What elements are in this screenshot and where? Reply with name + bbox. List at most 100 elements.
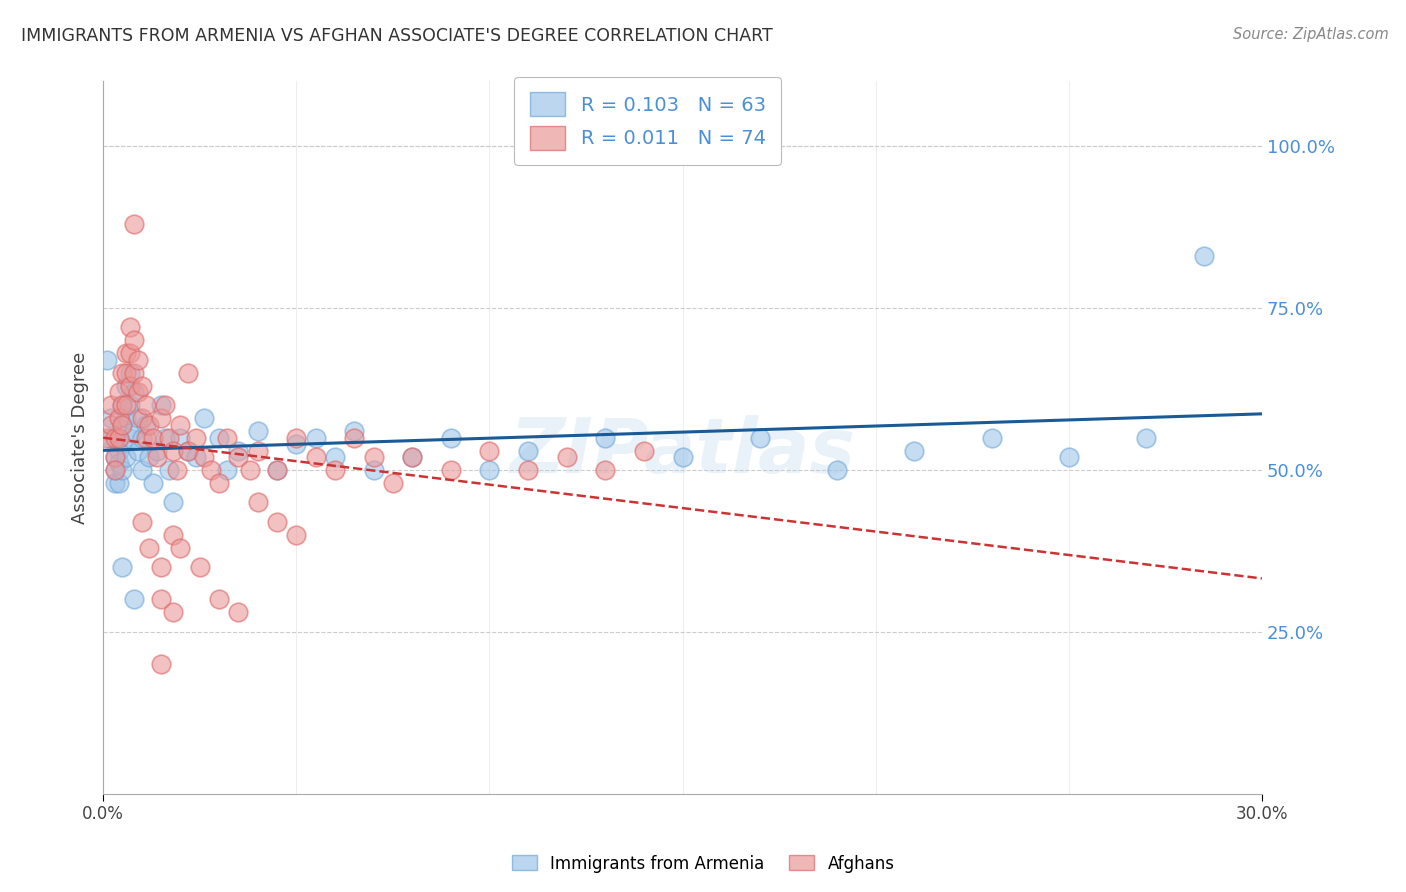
Point	[633, 443, 655, 458]
Point	[122, 217, 145, 231]
Point	[127, 352, 149, 367]
Text: Source: ZipAtlas.com: Source: ZipAtlas.com	[1233, 27, 1389, 42]
Point	[440, 463, 463, 477]
Point	[304, 450, 326, 464]
Point	[1135, 431, 1157, 445]
Point	[150, 411, 173, 425]
Point	[381, 475, 404, 490]
Point	[517, 443, 540, 458]
Point	[104, 463, 127, 477]
Point	[142, 431, 165, 445]
Point	[120, 378, 142, 392]
Point	[285, 527, 308, 541]
Point	[115, 450, 138, 464]
Point	[104, 475, 127, 490]
Point	[363, 450, 385, 464]
Point	[285, 431, 308, 445]
Point	[1057, 450, 1080, 464]
Point	[323, 450, 346, 464]
Point	[107, 443, 129, 458]
Point	[748, 431, 770, 445]
Y-axis label: Associate's Degree: Associate's Degree	[72, 351, 89, 524]
Point	[671, 450, 693, 464]
Point	[131, 411, 153, 425]
Point	[150, 592, 173, 607]
Point	[150, 398, 173, 412]
Point	[127, 411, 149, 425]
Point	[304, 431, 326, 445]
Point	[478, 443, 501, 458]
Point	[135, 398, 157, 412]
Point	[150, 560, 173, 574]
Point	[115, 378, 138, 392]
Point	[138, 541, 160, 555]
Point	[100, 431, 122, 445]
Point	[162, 495, 184, 509]
Point	[246, 495, 269, 509]
Point	[146, 450, 169, 464]
Point	[107, 431, 129, 445]
Point	[215, 463, 238, 477]
Point	[266, 515, 288, 529]
Point	[115, 366, 138, 380]
Point	[478, 463, 501, 477]
Point	[193, 450, 215, 464]
Point	[107, 431, 129, 445]
Point	[100, 411, 122, 425]
Legend: Immigrants from Armenia, Afghans: Immigrants from Armenia, Afghans	[505, 848, 901, 880]
Point	[111, 366, 134, 380]
Point	[246, 443, 269, 458]
Point	[266, 463, 288, 477]
Point	[184, 431, 207, 445]
Point	[127, 443, 149, 458]
Point	[166, 463, 188, 477]
Point	[138, 450, 160, 464]
Point	[343, 431, 366, 445]
Point	[285, 437, 308, 451]
Point	[903, 443, 925, 458]
Point	[593, 431, 616, 445]
Point	[177, 366, 200, 380]
Point	[343, 424, 366, 438]
Point	[120, 346, 142, 360]
Point	[111, 463, 134, 477]
Point	[825, 463, 848, 477]
Point	[122, 385, 145, 400]
Point	[555, 450, 578, 464]
Point	[228, 443, 250, 458]
Point	[107, 385, 129, 400]
Point	[401, 450, 423, 464]
Point	[184, 450, 207, 464]
Point	[100, 398, 122, 412]
Point	[131, 378, 153, 392]
Point	[142, 475, 165, 490]
Point	[146, 443, 169, 458]
Point	[193, 411, 215, 425]
Point	[120, 366, 142, 380]
Point	[107, 457, 129, 471]
Point	[980, 431, 1002, 445]
Point	[169, 417, 191, 432]
Point	[104, 431, 127, 445]
Point	[363, 463, 385, 477]
Point	[153, 431, 176, 445]
Point	[1192, 249, 1215, 263]
Point	[208, 475, 231, 490]
Point	[239, 463, 262, 477]
Point	[200, 463, 222, 477]
Text: ZIPatlas: ZIPatlas	[509, 415, 855, 489]
Point	[177, 443, 200, 458]
Point	[228, 450, 250, 464]
Legend: R = 0.103   N = 63, R = 0.011   N = 74: R = 0.103 N = 63, R = 0.011 N = 74	[515, 77, 782, 165]
Point	[122, 334, 145, 348]
Point	[115, 411, 138, 425]
Point	[111, 560, 134, 574]
Point	[120, 320, 142, 334]
Point	[593, 463, 616, 477]
Point	[127, 385, 149, 400]
Point	[104, 450, 127, 464]
Point	[122, 366, 145, 380]
Point	[96, 431, 118, 445]
Text: IMMIGRANTS FROM ARMENIA VS AFGHAN ASSOCIATE'S DEGREE CORRELATION CHART: IMMIGRANTS FROM ARMENIA VS AFGHAN ASSOCI…	[21, 27, 773, 45]
Point	[131, 463, 153, 477]
